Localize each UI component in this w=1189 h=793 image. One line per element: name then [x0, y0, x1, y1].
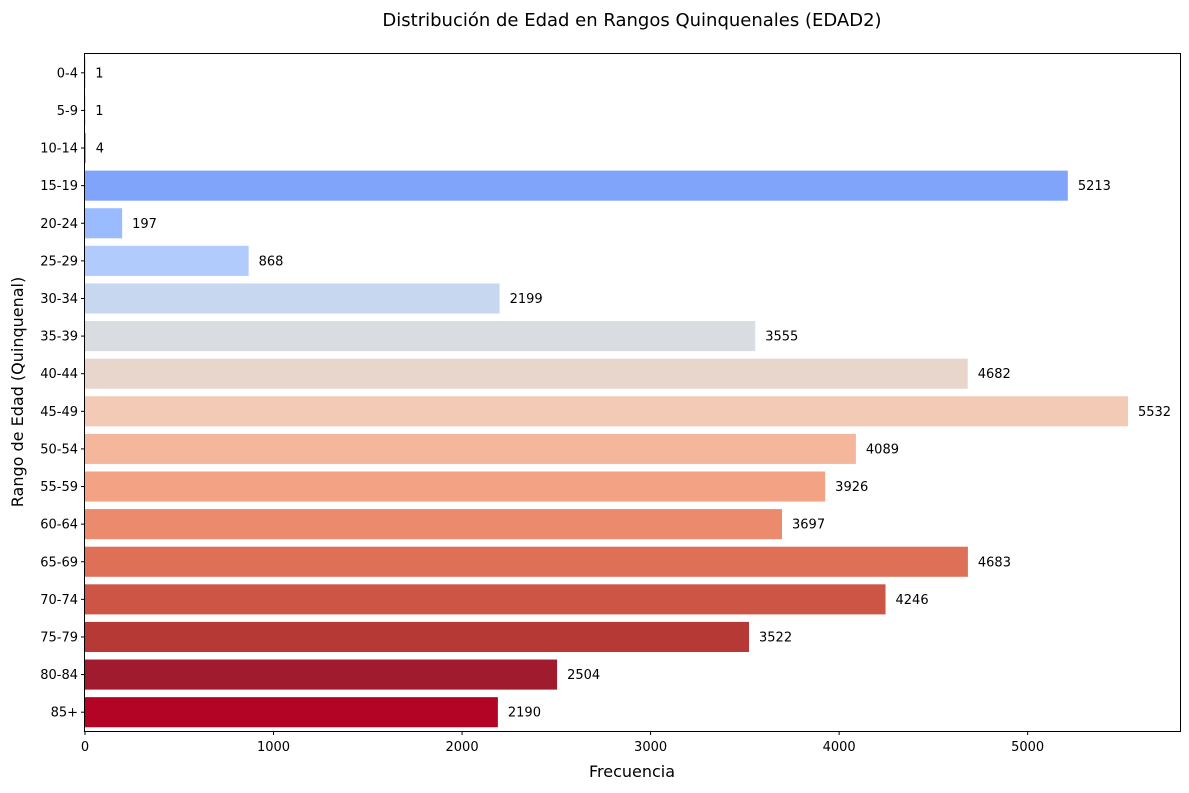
y-tick-label-0-4: 0-4: [57, 66, 78, 81]
bar-30-34: [85, 283, 500, 313]
data-label-65-69: 4683: [978, 555, 1011, 570]
data-label-70-74: 4246: [896, 593, 929, 608]
y-tick-label-80-84: 80-84: [40, 668, 78, 683]
y-tick-label-25-29: 25-29: [40, 254, 78, 269]
y-tick-label-85+: 85+: [51, 706, 78, 721]
y-tick-label-60-64: 60-64: [40, 518, 78, 533]
bar-85+: [85, 697, 498, 727]
y-tick-label-45-49: 45-49: [40, 405, 78, 420]
y-axis-title: Rango de Edad (Quinquenal): [8, 277, 27, 507]
data-label-45-49: 5532: [1138, 405, 1171, 420]
chart-title: Distribución de Edad en Rangos Quinquena…: [382, 10, 881, 31]
bar-20-24: [85, 208, 122, 238]
data-label-30-34: 2199: [510, 292, 543, 307]
y-tick-label-75-79: 75-79: [40, 630, 78, 645]
data-label-85+: 2190: [508, 706, 541, 721]
data-label-5-9: 1: [95, 104, 103, 119]
x-axis: 0 1000 2000 3000 4000 5000: [81, 731, 1044, 755]
x-tick-label-4000: 4000: [823, 740, 856, 755]
data-label-25-29: 868: [259, 254, 284, 269]
y-tick-label-35-39: 35-39: [40, 330, 78, 345]
data-label-10-14: 4: [96, 142, 104, 157]
x-tick-label-0: 0: [81, 740, 89, 755]
y-tick-label-20-24: 20-24: [40, 217, 78, 232]
y-tick-label-70-74: 70-74: [40, 593, 78, 608]
bar-35-39: [85, 321, 755, 351]
data-label-60-64: 3697: [792, 518, 825, 533]
x-tick-label-3000: 3000: [634, 740, 667, 755]
data-label-40-44: 4682: [978, 367, 1011, 382]
y-tick-label-15-19: 15-19: [40, 179, 78, 194]
y-tick-label-10-14: 10-14: [40, 142, 78, 157]
x-tick-label-2000: 2000: [446, 740, 479, 755]
data-label-55-59: 3926: [835, 480, 868, 495]
bars-layer: [85, 58, 1128, 727]
data-label-20-24: 197: [132, 217, 157, 232]
bar-15-19: [85, 171, 1068, 201]
data-label-50-54: 4089: [866, 442, 899, 457]
bar-80-84: [85, 660, 557, 690]
bar-45-49: [85, 396, 1128, 426]
data-label-15-19: 5213: [1078, 179, 1111, 194]
bar-70-74: [85, 584, 886, 614]
y-tick-label-55-59: 55-59: [40, 480, 78, 495]
data-label-35-39: 3555: [765, 330, 798, 345]
bar-40-44: [85, 359, 968, 389]
x-tick-label-5000: 5000: [1011, 740, 1044, 755]
x-axis-title: Frecuencia: [589, 762, 675, 781]
y-tick-label-5-9: 5-9: [57, 104, 78, 119]
bar-50-54: [85, 434, 856, 464]
bar-65-69: [85, 547, 968, 577]
data-label-75-79: 3522: [759, 630, 792, 645]
bar-25-29: [85, 246, 249, 276]
data-label-0-4: 1: [95, 66, 103, 81]
data-label-80-84: 2504: [567, 668, 600, 683]
bar-55-59: [85, 471, 825, 501]
bar-60-64: [85, 509, 782, 539]
bar-10-14: [85, 133, 86, 163]
bar-75-79: [85, 622, 749, 652]
x-tick-label-1000: 1000: [257, 740, 290, 755]
y-axis: 0-4 5-9 10-14 15-19 20-24 25-29 30-34 35-39 40-4…: [40, 66, 85, 720]
y-tick-label-65-69: 65-69: [40, 555, 78, 570]
y-tick-label-50-54: 50-54: [40, 442, 78, 457]
y-tick-label-40-44: 40-44: [40, 367, 78, 382]
y-tick-label-30-34: 30-34: [40, 292, 78, 307]
